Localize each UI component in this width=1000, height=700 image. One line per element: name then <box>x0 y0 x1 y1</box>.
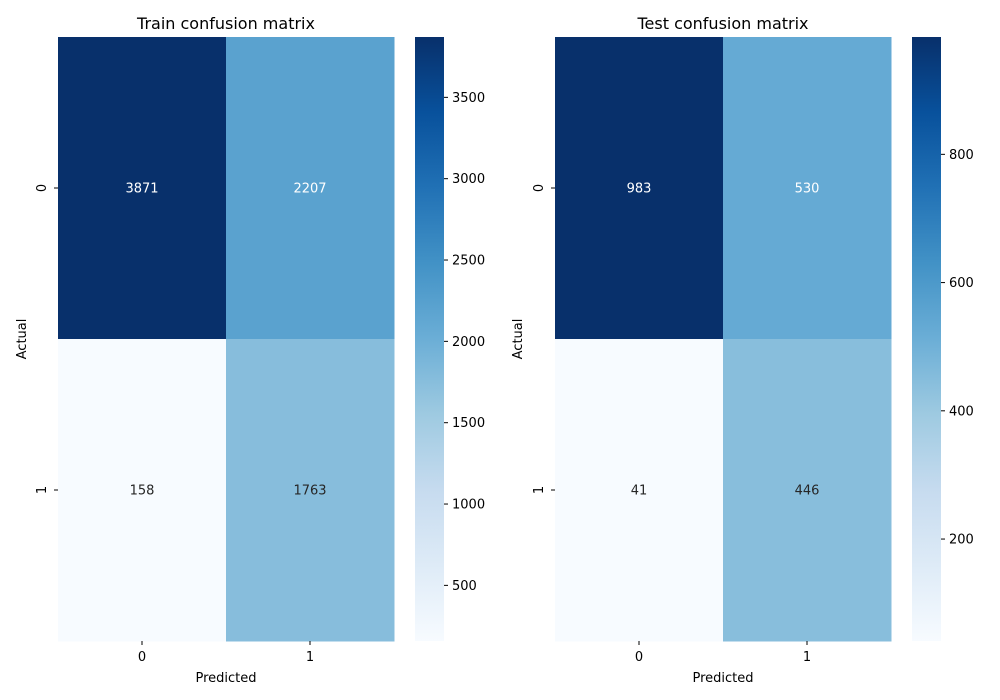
x-axis-label: Predicted <box>692 671 753 686</box>
colorbar-tick-label: 2000 <box>452 335 485 350</box>
x-tick-label: 1 <box>803 650 811 665</box>
colorbar-tick-label: 2500 <box>452 254 485 269</box>
colorbar-tick-label: 800 <box>949 148 974 163</box>
y-axis-label: Actual <box>15 319 30 360</box>
train-confusion-matrix-panel: Train confusion matrix 3871 2207 158 1763 0… <box>15 14 485 686</box>
cell-value-label-r0-c1: 530 <box>795 182 820 197</box>
cell-value-label-r1-c1: 446 <box>795 484 820 499</box>
colorbar: 200 400 600 800 <box>912 37 974 641</box>
colorbar-tick-label: 200 <box>949 533 974 548</box>
cell-value-label-r0-c0: 3871 <box>125 182 158 197</box>
colorbar-tick-label: 500 <box>452 579 477 594</box>
heatmap-cell-r1-c0 <box>58 339 227 642</box>
x-tick-label: 0 <box>635 650 643 665</box>
colorbar-tick-label: 1000 <box>452 498 485 513</box>
colorbar-tick-label: 3000 <box>452 172 485 187</box>
y-tick-label: 0 <box>532 184 547 192</box>
cell-value-label-r1-c1: 1763 <box>293 484 326 499</box>
x-tick-label: 1 <box>306 650 314 665</box>
colorbar-tick-label: 600 <box>949 276 974 291</box>
cell-value-label-r1-c0: 41 <box>631 484 648 499</box>
x-axis-label: Predicted <box>195 671 256 686</box>
chart-title: Test confusion matrix <box>636 14 808 33</box>
colorbar-tick-label: 3500 <box>452 91 485 106</box>
y-axis-ticks: 01 <box>532 184 555 494</box>
colorbar-tick-label: 1500 <box>452 416 485 431</box>
colorbar-gradient <box>415 37 444 641</box>
chart-title: Train confusion matrix <box>136 14 315 33</box>
heatmap-cell-r0-c1 <box>723 37 892 340</box>
heatmap-cells: 983 530 41 446 <box>555 37 892 642</box>
x-tick-label: 0 <box>138 650 146 665</box>
y-tick-label: 0 <box>35 184 50 192</box>
colorbar-ticks: 500 1000 1500 2000 2500 3000 3500 <box>444 91 485 594</box>
heatmap-cell-r0-c1 <box>226 37 395 340</box>
heatmap-cell-r1-c1 <box>723 339 892 642</box>
colorbar-ticks: 200 400 600 800 <box>941 148 974 548</box>
colorbar: 500 1000 1500 2000 2500 3000 3500 <box>415 37 485 641</box>
y-axis-ticks: 01 <box>35 184 58 494</box>
heatmap-cells: 3871 2207 158 1763 <box>58 37 395 642</box>
colorbar-gradient <box>912 37 941 641</box>
colorbar-tick-label: 400 <box>949 404 974 419</box>
y-axis-label: Actual <box>511 319 526 360</box>
heatmap-cell-r1-c1 <box>226 339 395 642</box>
heatmap-cell-r0-c0 <box>58 37 227 340</box>
heatmap-cell-r0-c0 <box>555 37 724 340</box>
cell-value-label-r0-c0: 983 <box>627 182 652 197</box>
heatmap-cell-r1-c0 <box>555 339 724 642</box>
cell-value-label-r1-c0: 158 <box>130 484 155 499</box>
y-tick-label: 1 <box>532 486 547 494</box>
cell-value-label-r0-c1: 2207 <box>293 182 326 197</box>
y-tick-label: 1 <box>35 486 50 494</box>
